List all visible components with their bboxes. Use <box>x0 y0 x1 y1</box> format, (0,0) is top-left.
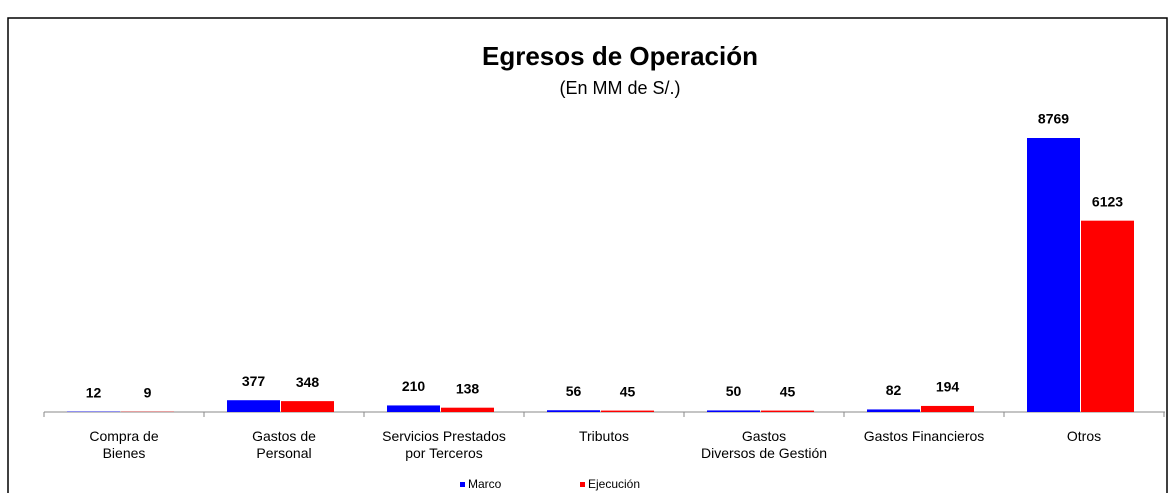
bar <box>921 405 974 412</box>
x-tick-label: Servicios Prestados por Terceros <box>382 428 506 461</box>
data-label: 210 <box>402 378 426 394</box>
x-tick-label: Gastos Diversos de Gestión <box>700 428 828 461</box>
chart-subtitle: (En MM de S/.) <box>559 78 680 98</box>
bar <box>867 409 920 412</box>
bar <box>281 401 334 412</box>
data-label: 45 <box>780 383 796 399</box>
data-label: 138 <box>456 380 480 396</box>
x-tick-label: Gastos Financieros <box>863 428 985 444</box>
legend-swatch <box>460 482 465 487</box>
data-label: 45 <box>620 383 636 399</box>
data-label: 9 <box>144 384 152 400</box>
bar <box>1081 220 1134 412</box>
x-tick-label: Gastos de Personal <box>252 428 316 461</box>
chart-title: Egresos de Operación <box>482 41 758 71</box>
x-tick-label: Tributos <box>578 428 630 444</box>
legend-swatch <box>580 482 585 487</box>
data-label: 377 <box>242 373 266 389</box>
x-tick-label: Otros <box>1066 428 1102 444</box>
bar <box>227 400 280 412</box>
data-label: 194 <box>936 379 960 395</box>
legend-label: Ejecución <box>588 477 640 491</box>
data-label: 12 <box>86 384 102 400</box>
data-label: 82 <box>886 382 902 398</box>
legend-label: Marco <box>468 477 502 491</box>
data-label: 6123 <box>1092 193 1123 209</box>
bar <box>601 410 654 412</box>
frame <box>7 17 1168 493</box>
bar <box>761 410 814 412</box>
data-label: 50 <box>726 383 742 399</box>
data-label: 348 <box>296 374 320 390</box>
data-label: 8769 <box>1038 111 1069 127</box>
bar <box>1027 138 1080 412</box>
bar <box>547 410 600 412</box>
bar <box>441 407 494 412</box>
bar <box>707 410 760 412</box>
bar <box>387 405 440 412</box>
x-tick-label: Compra de Bienes <box>89 428 159 461</box>
data-label: 56 <box>566 383 582 399</box>
